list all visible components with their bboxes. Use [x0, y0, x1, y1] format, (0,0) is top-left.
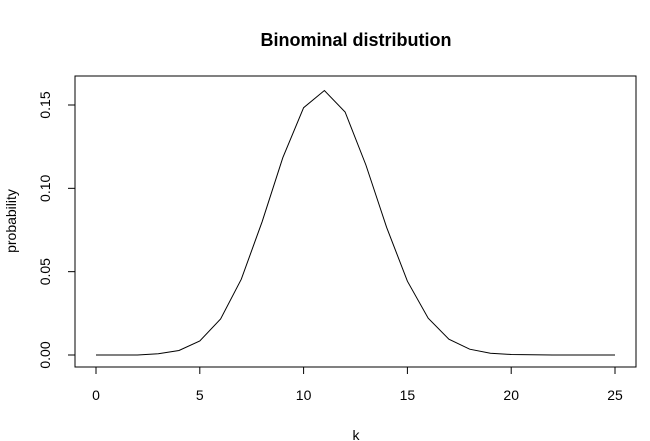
plot-frame — [74, 75, 637, 368]
y-tick-label: 0.05 — [37, 258, 53, 285]
y-tick-label: 0.00 — [37, 341, 53, 368]
series-line — [96, 89, 615, 356]
x-tick-label: 25 — [607, 387, 623, 403]
x-axis: 0 5 10 15 20 25 — [92, 366, 623, 403]
x-tick-label: 5 — [196, 387, 204, 403]
x-axis-label: k — [353, 427, 361, 441]
x-tick-label: 10 — [296, 387, 312, 403]
series-layer — [96, 89, 615, 356]
x-tick-label: 0 — [92, 387, 100, 403]
y-tick-label: 0.15 — [37, 91, 53, 118]
x-tick-label: 20 — [503, 387, 519, 403]
y-axis: 0.00 0.05 0.10 0.15 — [37, 91, 76, 369]
x-tick-label: 15 — [400, 387, 416, 403]
y-axis-label: probability — [3, 189, 19, 253]
y-tick-label: 0.10 — [37, 174, 53, 201]
chart-title: Binominal distribution — [261, 30, 452, 50]
